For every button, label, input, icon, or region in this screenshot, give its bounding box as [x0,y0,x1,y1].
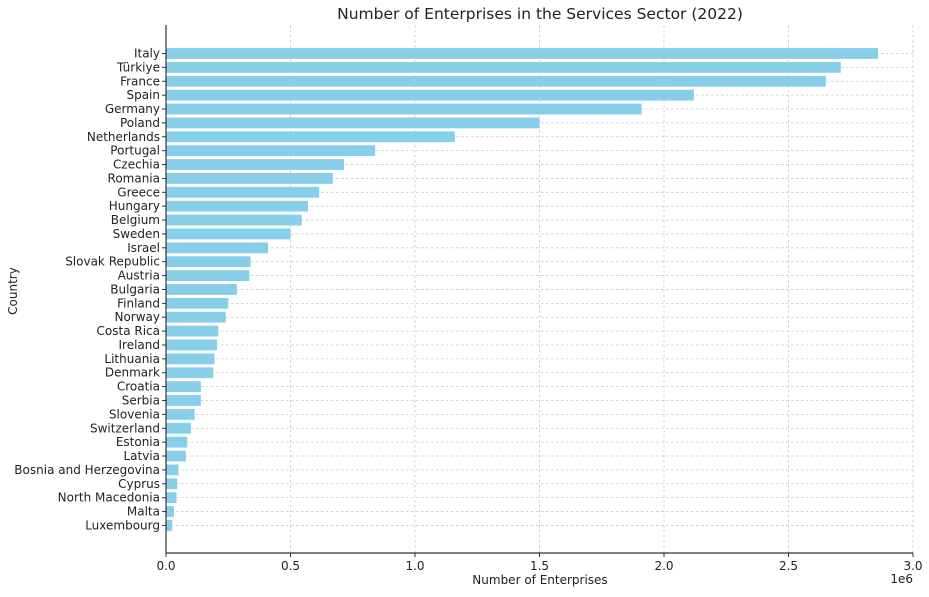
y-tick-label: Norway [114,310,160,324]
bars [166,48,879,531]
y-tick-label: Italy [134,47,160,61]
y-tick-label: Luxembourg [85,518,160,532]
bar-bosnia-and-herzegovina [166,464,179,476]
y-tick-label: Slovenia [109,407,160,421]
y-tick-label: Germany [105,102,160,116]
bar-france [166,75,826,87]
chart-title: Number of Enterprises in the Services Se… [337,5,743,23]
y-tick-label: North Macedonia [58,491,160,505]
y-tick-label: Switzerland [90,421,160,435]
y-tick-label: Malta [127,505,160,519]
x-tick-label: 3.0 [903,559,922,573]
y-tick-label: Denmark [105,366,160,380]
y-tick-label: Estonia [116,435,160,449]
bar-sweden [166,228,291,240]
x-tick-label: 2.0 [654,559,673,573]
x-axis-title: Number of Enterprises [472,573,607,587]
y-tick-label: Slovak Republic [65,255,160,269]
y-tick-label: Latvia [123,449,160,463]
y-axis-title: Country [6,267,20,315]
bar-czechia [166,159,345,170]
bar-north-macedonia [166,492,177,504]
bar-denmark [166,367,214,379]
y-tick-label: Austria [118,269,160,283]
y-tick-label: Cyprus [118,477,160,491]
bar-ireland [166,339,218,351]
bar-italy [166,48,879,59]
bar-serbia [166,395,201,406]
bar-hungary [166,200,308,212]
bar-estonia [166,436,188,448]
y-tick-label: Bulgaria [110,282,160,296]
x-tick-label: 1.5 [530,559,549,573]
bar-greece [166,186,320,198]
y-tick-label: Bosnia and Herzegovina [14,463,160,477]
x-tick-label: 2.5 [779,559,798,573]
y-tick-label: Hungary [109,199,160,213]
bar-malta [166,506,174,517]
y-tick-label: Czechia [113,158,160,172]
x-axis-offset-label: 1e6 [890,572,913,586]
bar-belgium [166,214,302,226]
y-tick-label: Costa Rica [97,324,160,338]
bar-slovenia [166,408,195,420]
bar-norway [166,311,226,323]
bar-bulgaria [166,284,237,295]
bar-costa-rica [166,325,219,337]
grid-lines [165,25,914,553]
y-tick-label: Poland [120,116,160,130]
y-tick-label: France [120,74,160,88]
y-tick-label: Belgium [111,213,160,227]
x-tick-label: 1.0 [405,559,424,573]
y-tick-label: Spain [126,88,160,102]
bar-austria [166,270,250,281]
y-tick-label: Netherlands [87,130,160,144]
y-tick-label: Croatia [117,380,160,394]
axes: 0.0 0.5 1.0 1.5 2.0 2.5 3.0ItalyTürkiyeFranceS… [14,25,923,573]
y-tick-label: Sweden [113,227,160,241]
bar-t-rkiye [166,61,841,73]
bar-latvia [166,450,186,462]
x-tick-label: 0.0 [156,559,175,573]
bar-lithuania [166,353,215,365]
bar-croatia [166,381,201,393]
y-tick-label: Ireland [118,338,160,352]
y-tick-label: Lithuania [104,352,160,366]
bar-romania [166,173,333,184]
y-tick-label: Israel [127,241,160,255]
bar-spain [166,89,694,101]
bar-portugal [166,145,376,157]
bar-luxembourg [166,520,173,531]
y-tick-label: Greece [117,185,160,199]
bar-netherlands [166,131,455,143]
y-tick-label: Finland [117,296,160,310]
bar-israel [166,242,269,254]
bar-finland [166,297,229,309]
bar-slovak-republic [166,256,251,268]
x-tick-label: 0.5 [281,559,300,573]
y-tick-label: Türkiye [116,60,160,74]
bar-cyprus [166,478,178,490]
y-tick-label: Romania [108,171,160,185]
y-tick-label: Serbia [122,394,160,408]
bar-poland [166,117,540,129]
y-tick-label: Portugal [110,144,160,158]
bar-germany [166,103,642,115]
bar-switzerland [166,422,191,434]
